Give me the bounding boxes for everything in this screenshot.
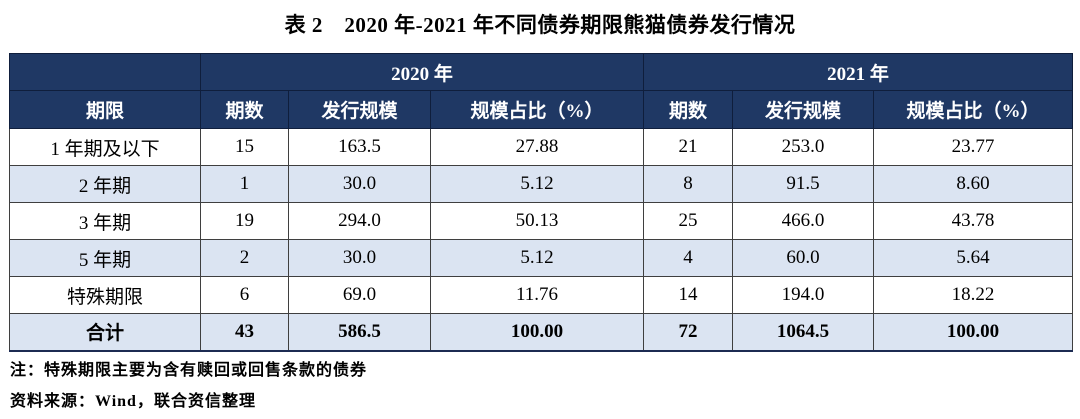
- cell-size-2021: 466.0: [732, 202, 874, 240]
- cell-share-2021: 100.00: [873, 313, 1073, 351]
- cell-term: 1 年期及以下: [9, 128, 201, 166]
- footnote: 注：特殊期限主要为含有赎回或回售条款的债券: [10, 362, 368, 379]
- cell-count-2021: 4: [643, 239, 733, 277]
- cell-share-2020: 11.76: [430, 276, 644, 314]
- table-row-total: 合计 43 586.5 100.00 72 1064.5 100.00: [9, 313, 1073, 351]
- col-header-issue-size-2021: 发行规模: [732, 90, 874, 129]
- table-row-special: 特殊期限 6 69.0 11.76 14 194.0 18.22: [9, 276, 1073, 314]
- cell-share-2020: 27.88: [430, 128, 644, 166]
- panda-bond-issuance-table: 2020 年 2021 年 期限 期数 发行规模 规模占比（%） 期数 发行规模…: [9, 53, 1073, 352]
- table-row-3y: 3 年期 19 294.0 50.13 25 466.0 43.78: [9, 202, 1073, 240]
- year-header-2021: 2021 年: [643, 53, 1073, 91]
- cell-count-2021: 8: [643, 165, 733, 203]
- cell-count-2021: 72: [643, 313, 733, 351]
- cell-count-2020: 6: [200, 276, 289, 314]
- cell-size-2021: 91.5: [732, 165, 874, 203]
- cell-size-2021: 1064.5: [732, 313, 874, 351]
- col-header-share-2021: 规模占比（%）: [873, 90, 1073, 129]
- cell-size-2021: 60.0: [732, 239, 874, 277]
- table-row-2y: 2 年期 1 30.0 5.12 8 91.5 8.60: [9, 165, 1073, 203]
- cell-term: 3 年期: [9, 202, 201, 240]
- col-header-share-2020: 规模占比（%）: [430, 90, 644, 129]
- col-header-count-2021: 期数: [643, 90, 733, 129]
- cell-size-2020: 30.0: [288, 165, 431, 203]
- cell-term: 5 年期: [9, 239, 201, 277]
- cell-count-2021: 25: [643, 202, 733, 240]
- cell-share-2020: 100.00: [430, 313, 644, 351]
- cell-count-2020: 19: [200, 202, 289, 240]
- cell-share-2021: 18.22: [873, 276, 1073, 314]
- cell-share-2020: 5.12: [430, 165, 644, 203]
- cell-term: 合计: [9, 313, 201, 351]
- cell-count-2020: 2: [200, 239, 289, 277]
- cell-size-2020: 294.0: [288, 202, 431, 240]
- cell-size-2020: 30.0: [288, 239, 431, 277]
- cell-share-2021: 8.60: [873, 165, 1073, 203]
- cell-count-2020: 15: [200, 128, 289, 166]
- cell-count-2020: 1: [200, 165, 289, 203]
- cell-size-2020: 69.0: [288, 276, 431, 314]
- corner-cell: [9, 53, 201, 91]
- column-header-row: 期限 期数 发行规模 规模占比（%） 期数 发行规模 规模占比（%）: [9, 90, 1073, 129]
- cell-size-2020: 586.5: [288, 313, 431, 351]
- col-header-term: 期限: [9, 90, 201, 129]
- cell-share-2021: 23.77: [873, 128, 1073, 166]
- year-header-2020: 2020 年: [200, 53, 644, 91]
- source-note: 资料来源：Wind，联合资信整理: [10, 393, 256, 410]
- cell-count-2021: 14: [643, 276, 733, 314]
- col-header-issue-size-2020: 发行规模: [288, 90, 431, 129]
- table-row-1y: 1 年期及以下 15 163.5 27.88 21 253.0 23.77: [9, 128, 1073, 166]
- cell-term: 2 年期: [9, 165, 201, 203]
- cell-size-2021: 253.0: [732, 128, 874, 166]
- cell-share-2021: 43.78: [873, 202, 1073, 240]
- cell-count-2021: 21: [643, 128, 733, 166]
- cell-size-2020: 163.5: [288, 128, 431, 166]
- cell-size-2021: 194.0: [732, 276, 874, 314]
- year-header-row: 2020 年 2021 年: [9, 53, 1073, 91]
- cell-share-2020: 5.12: [430, 239, 644, 277]
- cell-share-2020: 50.13: [430, 202, 644, 240]
- cell-share-2021: 5.64: [873, 239, 1073, 277]
- table-title: 表 2 2020 年-2021 年不同债券期限熊猫债券发行情况: [284, 13, 796, 37]
- table-row-5y: 5 年期 2 30.0 5.12 4 60.0 5.64: [9, 239, 1073, 277]
- cell-term: 特殊期限: [9, 276, 201, 314]
- cell-count-2020: 43: [200, 313, 289, 351]
- col-header-count-2020: 期数: [200, 90, 289, 129]
